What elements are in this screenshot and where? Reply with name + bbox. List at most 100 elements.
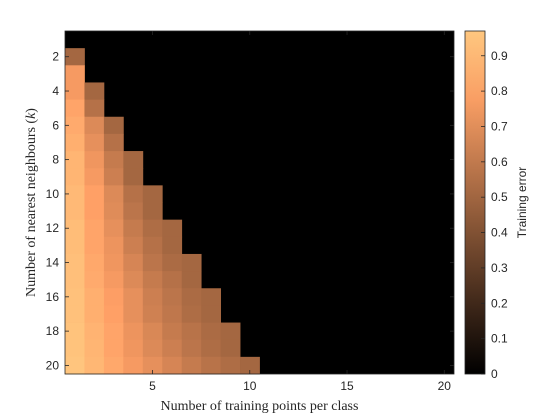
heatmap-cell xyxy=(84,151,105,169)
heatmap-cell xyxy=(103,305,124,323)
y-tick-label: 14 xyxy=(46,256,60,270)
heatmap-cell xyxy=(123,202,144,221)
heatmap-cell xyxy=(84,116,105,135)
y-axis-label-text: Number of nearest neighbours ( xyxy=(24,119,39,297)
heatmap-cell xyxy=(103,339,124,358)
heatmap-cell xyxy=(84,219,105,238)
heatmap-cell xyxy=(103,322,124,341)
colorbar-tick-label: 0.8 xyxy=(491,84,508,98)
heatmap-cell xyxy=(162,339,183,358)
heatmap-cell xyxy=(142,236,163,255)
heatmap-cell xyxy=(142,253,163,272)
y-tick-label: 4 xyxy=(52,84,59,98)
heatmap-cell xyxy=(84,202,105,221)
heatmap-cell xyxy=(103,219,124,238)
heatmap-cell xyxy=(103,151,124,169)
colorbar-tick-label: 0.3 xyxy=(491,261,508,275)
heatmap-cell xyxy=(162,305,183,323)
heatmap-cell xyxy=(65,305,85,323)
heatmap-cell xyxy=(103,271,124,289)
y-axis-label-close: ) xyxy=(24,108,39,113)
heatmap-cell xyxy=(142,322,163,341)
colorbar-label: Training error xyxy=(515,167,529,239)
heatmap-cell xyxy=(123,305,144,323)
heatmap-cell xyxy=(181,322,202,341)
heatmap-cell xyxy=(142,356,163,375)
heatmap-cell xyxy=(123,168,144,186)
heatmap-cell xyxy=(123,339,144,358)
heatmap-cell xyxy=(142,219,163,238)
heatmap-cell xyxy=(162,236,183,255)
heatmap-cell xyxy=(142,339,163,358)
heatmap-cell xyxy=(240,356,260,375)
y-tick-label: 18 xyxy=(46,324,60,338)
heatmap-cell xyxy=(84,288,105,306)
heatmap-cell xyxy=(65,48,85,66)
colorbar-tick-label: 0.2 xyxy=(491,296,508,310)
heatmap-cell xyxy=(123,253,144,272)
x-tick-label: 15 xyxy=(340,379,354,393)
heatmap-cell xyxy=(181,356,202,375)
heatmap-cell xyxy=(123,185,144,203)
heatmap-cell xyxy=(65,202,85,221)
heatmap-cell xyxy=(201,305,221,323)
heatmap-cell xyxy=(123,322,144,341)
heatmap-cell xyxy=(201,322,221,341)
heatmap-cell xyxy=(162,322,183,341)
y-tick-label: 12 xyxy=(46,221,60,235)
heatmap-cell xyxy=(84,82,105,100)
heatmap-cell xyxy=(84,133,105,152)
heatmap-cell xyxy=(103,133,124,152)
heatmap-cell xyxy=(84,356,105,375)
heatmap-cell xyxy=(123,271,144,289)
heatmap-cell xyxy=(142,288,163,306)
y-tick-label: 10 xyxy=(46,187,60,201)
x-tick-label: 20 xyxy=(438,379,452,393)
heatmap-cell xyxy=(65,185,85,203)
plot-frame xyxy=(64,30,455,375)
x-axis-label: Number of training points per class xyxy=(161,399,359,414)
heatmap-cell xyxy=(65,356,85,375)
heatmap-cell xyxy=(84,185,105,203)
heatmap-cell xyxy=(84,271,105,289)
heatmap-cell xyxy=(123,151,144,169)
y-axis-label: Number of nearest neighbours (k) xyxy=(24,108,39,297)
heatmap-cell xyxy=(181,339,202,358)
heatmap-cell xyxy=(123,219,144,238)
heatmap-cell xyxy=(65,99,85,118)
heatmap-cells xyxy=(65,48,260,375)
heatmap-cell xyxy=(84,339,105,358)
colorbar-tick-label: 0.6 xyxy=(491,155,508,169)
x-tick-label: 5 xyxy=(149,379,156,393)
heatmap-cell xyxy=(84,236,105,255)
heatmap-cell xyxy=(103,185,124,203)
colorbar-tick-label: 0.7 xyxy=(491,119,508,133)
x-axis-ticks: 5 10 15 20 xyxy=(149,31,451,393)
colorbar-tick-label: 0 xyxy=(491,367,498,381)
heatmap-cell xyxy=(84,305,105,323)
heatmap-cell xyxy=(123,236,144,255)
heatmap-cell xyxy=(162,253,183,272)
heatmap-cell xyxy=(103,168,124,186)
heatmap-cell xyxy=(65,116,85,135)
heatmap-cell xyxy=(103,356,124,375)
y-tick-label: 16 xyxy=(46,290,60,304)
heatmap-cell xyxy=(103,288,124,306)
heatmap-cell xyxy=(123,288,144,306)
heatmap-cell xyxy=(103,236,124,255)
colorbar-ticks: 0 0.1 0.2 0.3 0.4 0.5 0.6 0.7 0.8 0.9 xyxy=(481,49,508,381)
heatmap-cell xyxy=(181,271,202,289)
heatmap-cell xyxy=(84,168,105,186)
y-axis-label-k: k xyxy=(24,112,39,119)
heatmap-cell xyxy=(103,253,124,272)
heatmap-cell xyxy=(201,356,221,375)
heatmap-cell xyxy=(103,202,124,221)
heatmap-cell xyxy=(65,65,85,83)
heatmap-cell xyxy=(65,236,85,255)
colorbar-tick-label: 0.4 xyxy=(491,226,508,240)
heatmap-cell xyxy=(142,202,163,221)
heatmap-cell xyxy=(84,99,105,118)
heatmap-cell xyxy=(84,253,105,272)
heatmap-cell xyxy=(181,288,202,306)
